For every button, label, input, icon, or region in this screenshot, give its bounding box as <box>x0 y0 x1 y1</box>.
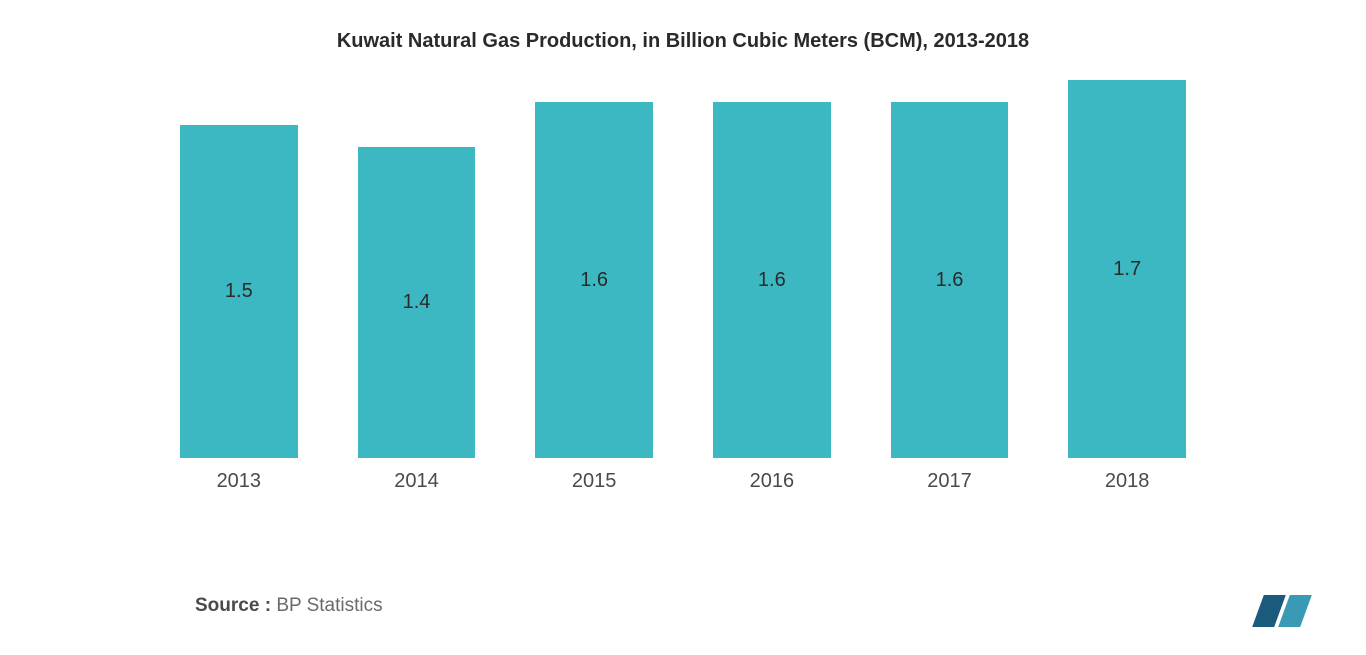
source-label: Source : <box>195 595 271 616</box>
bar-category-label: 2017 <box>927 470 972 493</box>
bar-value: 1.6 <box>936 269 964 292</box>
source-attribution: Source : BP Statistics <box>195 595 383 617</box>
bar-value: 1.7 <box>1113 258 1141 281</box>
bar-value: 1.6 <box>758 269 786 292</box>
bar: 1.4 <box>358 147 476 458</box>
bar: 1.5 <box>180 125 298 458</box>
bar: 1.6 <box>535 102 653 458</box>
bar-category-label: 2016 <box>750 470 795 493</box>
bar-category-label: 2013 <box>217 470 262 493</box>
bar-category-label: 2018 <box>1105 470 1150 493</box>
bars-wrapper: 1.5 2013 1.4 2014 1.6 2015 1.6 2016 1.6 <box>0 93 1366 493</box>
bar-value: 1.4 <box>403 291 431 314</box>
bar-item: 1.6 2015 <box>535 102 653 493</box>
bar-value: 1.6 <box>580 269 608 292</box>
logo-icon <box>1258 595 1306 627</box>
chart-title: Kuwait Natural Gas Production, in Billio… <box>0 30 1366 53</box>
bar-category-label: 2014 <box>394 470 439 493</box>
source-text: BP Statistics <box>276 595 382 616</box>
bar-item: 1.7 2018 <box>1068 80 1186 493</box>
bar-category-label: 2015 <box>572 470 617 493</box>
bar-item: 1.4 2014 <box>358 147 476 493</box>
bar: 1.7 <box>1068 80 1186 458</box>
bar-value: 1.5 <box>225 280 253 303</box>
bar: 1.6 <box>713 102 831 458</box>
watermark-logo <box>1258 595 1306 627</box>
bar: 1.6 <box>891 102 1009 458</box>
chart-container: Kuwait Natural Gas Production, in Billio… <box>0 0 1366 655</box>
bar-item: 1.5 2013 <box>180 125 298 493</box>
bar-item: 1.6 2017 <box>891 102 1009 493</box>
bar-item: 1.6 2016 <box>713 102 831 493</box>
